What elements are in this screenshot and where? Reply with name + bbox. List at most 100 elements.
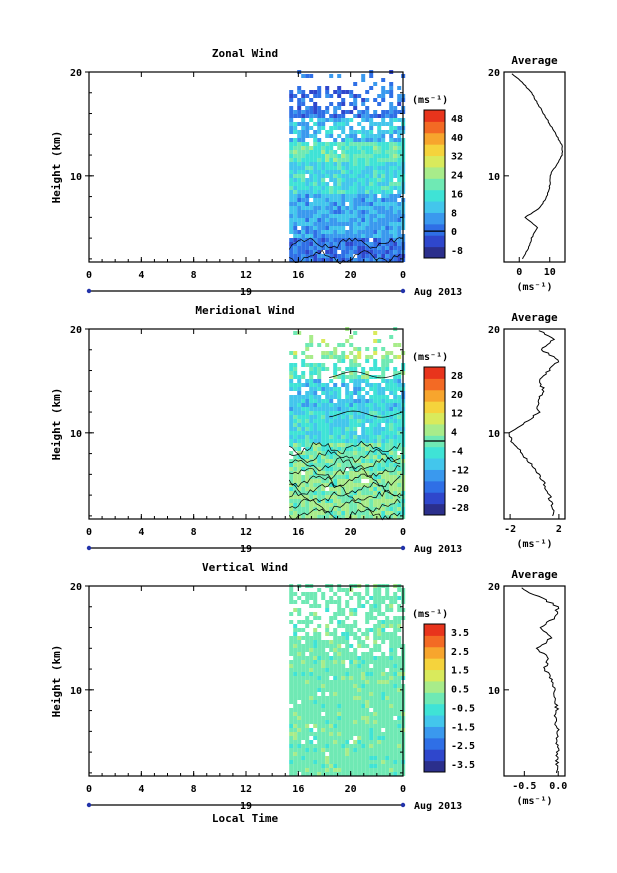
heatmap-cell	[289, 178, 294, 182]
heatmap-cell	[393, 206, 398, 210]
heatmap-cell	[393, 403, 398, 407]
heatmap-cell	[301, 495, 306, 499]
heatmap-cell	[373, 122, 378, 126]
heatmap-cell	[333, 668, 338, 672]
heatmap-cell	[357, 499, 362, 503]
heatmap-cell	[361, 471, 366, 475]
heatmap-cell	[317, 226, 322, 230]
heatmap-cell	[373, 367, 378, 371]
heatmap-cell	[289, 740, 294, 744]
heatmap-cell	[293, 395, 298, 399]
heatmap-cell	[341, 182, 346, 186]
heatmap-cell	[333, 716, 338, 720]
panel-title: Vertical Wind	[202, 561, 288, 574]
heatmap-cell	[309, 455, 314, 459]
heatmap-cell	[313, 596, 318, 600]
heatmap-cell	[373, 435, 378, 439]
heatmap-cell	[397, 395, 402, 399]
heatmap-cell	[385, 174, 390, 178]
heatmap-cell	[353, 174, 358, 178]
heatmap-cell	[313, 238, 318, 242]
heatmap-cell	[357, 423, 362, 427]
heatmap-cell	[305, 479, 310, 483]
heatmap-cell	[301, 258, 306, 262]
heatmap-cell	[365, 419, 370, 423]
heatmap-cell	[361, 676, 366, 680]
heatmap-cell	[373, 748, 378, 752]
heatmap-cell	[309, 720, 314, 724]
heatmap-cell	[385, 142, 390, 146]
heatmap-cell	[373, 226, 378, 230]
heatmap-cell	[385, 431, 390, 435]
heatmap-cell	[361, 748, 366, 752]
heatmap-cell	[397, 242, 402, 246]
heatmap-cell	[337, 254, 342, 258]
heatmap-cell	[353, 636, 358, 640]
heatmap-cell	[369, 503, 374, 507]
heatmap-cell	[361, 74, 366, 78]
heatmap-cell	[313, 455, 318, 459]
heatmap-cell	[373, 238, 378, 242]
heatmap-cell	[309, 202, 314, 206]
heatmap-cell	[329, 419, 334, 423]
heatmap-cell	[357, 692, 362, 696]
heatmap-cell	[289, 250, 294, 254]
heatmap-cell	[385, 680, 390, 684]
heatmap-cell	[365, 455, 370, 459]
heatmap-cell	[333, 479, 338, 483]
heatmap-cell	[321, 226, 326, 230]
date-bar-end-marker	[400, 802, 406, 808]
heatmap-cell	[325, 391, 330, 395]
heatmap-cell	[353, 431, 358, 435]
x-tick-label: 0	[400, 270, 406, 281]
heatmap-cell	[385, 439, 390, 443]
heatmap-cell	[301, 154, 306, 158]
heatmap-cell	[345, 720, 350, 724]
heatmap-cell	[309, 395, 314, 399]
heatmap-cell	[289, 640, 294, 644]
heatmap-cell	[381, 110, 386, 114]
heatmap-cell	[385, 495, 390, 499]
heatmap-cell	[361, 118, 366, 122]
heatmap-cell	[353, 106, 358, 110]
heatmap-cell	[305, 363, 310, 367]
heatmap-cell	[297, 146, 302, 150]
heatmap-cell	[349, 90, 354, 94]
heatmap-cell	[345, 688, 350, 692]
heatmap-cell	[293, 202, 298, 206]
heatmap-cell	[381, 411, 386, 415]
heatmap-cell	[341, 620, 346, 624]
heatmap-cell	[345, 427, 350, 431]
heatmap-cell	[365, 427, 370, 431]
heatmap-cell	[297, 198, 302, 202]
heatmap-cell	[353, 455, 358, 459]
heatmap-cell	[361, 379, 366, 383]
heatmap-cell	[357, 198, 362, 202]
heatmap-cell	[317, 732, 322, 736]
heatmap-cell	[321, 403, 326, 407]
heatmap-cell	[369, 608, 374, 612]
heatmap-cell	[357, 218, 362, 222]
heatmap-cell	[301, 134, 306, 138]
heatmap-cell	[301, 732, 306, 736]
heatmap-cell	[353, 483, 358, 487]
heatmap-cell	[365, 704, 370, 708]
heatmap-cell	[385, 154, 390, 158]
heatmap-cell	[321, 194, 326, 198]
heatmap-cell	[317, 463, 322, 467]
heatmap-cell	[305, 491, 310, 495]
heatmap-cell	[397, 616, 402, 620]
heatmap-cell	[381, 431, 386, 435]
heatmap-cell	[333, 612, 338, 616]
heatmap-cell	[373, 708, 378, 712]
heatmap-cell	[289, 515, 294, 519]
heatmap-cell	[357, 94, 362, 98]
heatmap-cell	[305, 507, 310, 511]
heatmap-cell	[305, 684, 310, 688]
heatmap-cell	[305, 435, 310, 439]
heatmap-cell	[389, 624, 394, 628]
heatmap-cell	[353, 648, 358, 652]
heatmap-cell	[293, 218, 298, 222]
heatmap-cell	[305, 146, 310, 150]
heatmap-cell	[309, 190, 314, 194]
